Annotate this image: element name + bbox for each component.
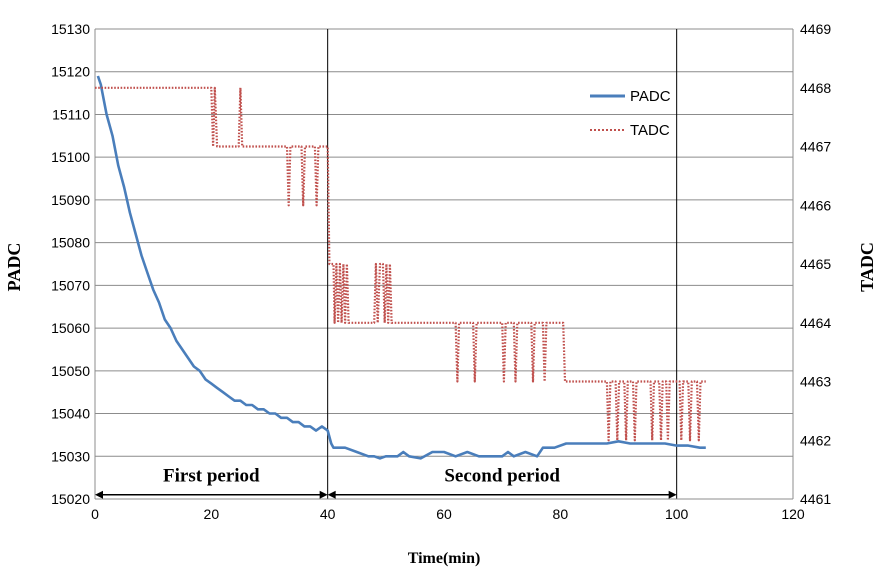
y-right-tick-label: 4466 bbox=[800, 197, 831, 213]
y-left-tick-label: 15040 bbox=[51, 406, 90, 422]
legend-label-padc: PADC bbox=[630, 88, 671, 105]
tick-labels: 15020 15030 15040 15050 15060 15070 15080 15090… bbox=[51, 21, 831, 522]
series-layer bbox=[95, 75, 706, 460]
period-divider-lines bbox=[327, 29, 678, 499]
y-right-tick-label: 4467 bbox=[800, 139, 831, 155]
y-left-tick-label: 15030 bbox=[51, 448, 90, 464]
y-left-tick-label: 15020 bbox=[51, 491, 90, 507]
y-left-tick-label: 15070 bbox=[51, 277, 90, 293]
period-arrowhead-left bbox=[95, 490, 103, 499]
y-left-tick-label: 15110 bbox=[52, 106, 90, 122]
y-left-tick-label: 15080 bbox=[51, 235, 90, 251]
y-right-tick-label: 4468 bbox=[800, 80, 831, 96]
x-tick-label: 60 bbox=[436, 506, 452, 522]
period-arrowhead-right bbox=[668, 490, 677, 499]
axes bbox=[94, 29, 794, 500]
series-line-padc bbox=[96, 75, 706, 460]
period-arrowhead-left bbox=[327, 490, 336, 499]
y-right-tick-label: 4461 bbox=[800, 491, 831, 507]
legend: PADC TADC bbox=[590, 88, 671, 139]
y-right-tick-label: 4465 bbox=[800, 256, 831, 272]
x-tick-label: 120 bbox=[781, 506, 805, 522]
y-left-tick-label: 15060 bbox=[51, 320, 90, 336]
y-left-tick-label: 15100 bbox=[51, 149, 90, 165]
x-tick-label: 40 bbox=[320, 506, 336, 522]
y-right-tick-label: 4469 bbox=[800, 21, 831, 37]
period-label: First period bbox=[163, 466, 260, 487]
y-axis-right-label: TADC bbox=[857, 242, 877, 292]
period-annotations: First period Second period bbox=[95, 466, 677, 499]
y-left-tick-label: 15130 bbox=[51, 21, 90, 37]
y-left-tick-label: 15090 bbox=[51, 192, 90, 208]
y-axis-left-label: PADC bbox=[4, 243, 24, 292]
y-left-tick-label: 15050 bbox=[51, 363, 90, 379]
x-tick-label: 20 bbox=[204, 506, 220, 522]
series-line-tadc bbox=[95, 86, 706, 442]
x-tick-label: 0 bbox=[91, 506, 99, 522]
legend-label-tadc: TADC bbox=[630, 122, 670, 139]
gridlines bbox=[95, 28, 793, 457]
x-axis-label: Time(min) bbox=[408, 550, 481, 567]
y-right-tick-label: 4462 bbox=[800, 432, 831, 448]
period-arrowhead-right bbox=[319, 490, 328, 499]
period-label: Second period bbox=[444, 466, 560, 487]
x-tick-label: 80 bbox=[553, 506, 569, 522]
x-tick-label: 100 bbox=[665, 506, 689, 522]
y-left-tick-label: 15120 bbox=[51, 64, 90, 80]
y-right-tick-label: 4464 bbox=[800, 315, 831, 331]
y-right-tick-label: 4463 bbox=[800, 374, 831, 390]
